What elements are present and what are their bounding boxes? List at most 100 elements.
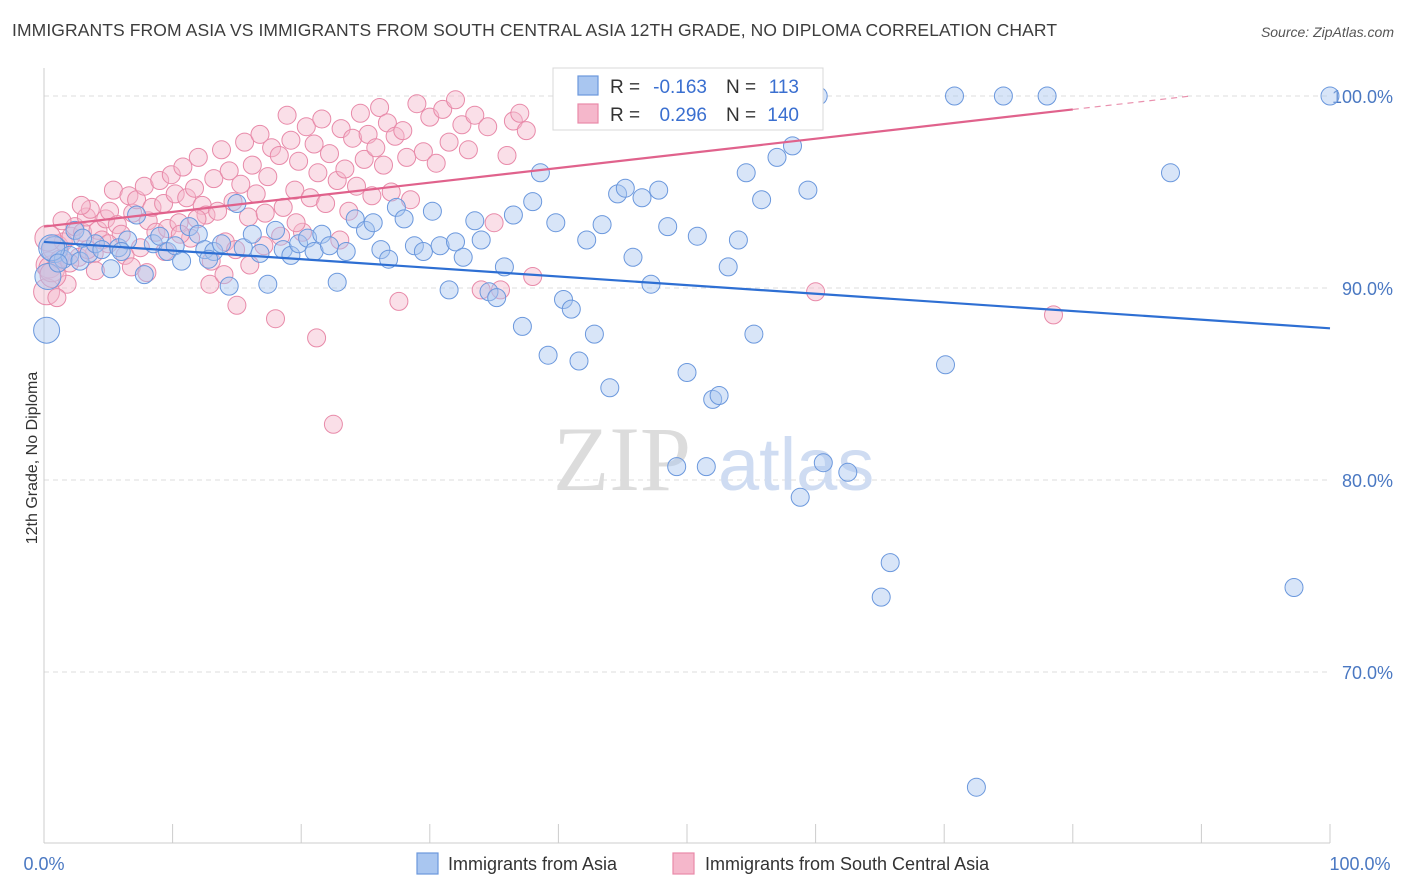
asia-point-49 bbox=[422, 201, 442, 221]
legend-swatch-south-central-asia bbox=[672, 852, 695, 875]
south-central-asia-point-54 bbox=[242, 155, 262, 175]
south-central-asia-point-97 bbox=[413, 142, 433, 162]
south-central-asia-point-48 bbox=[219, 161, 239, 181]
asia-point-8 bbox=[92, 240, 112, 260]
asia-point-97 bbox=[871, 587, 891, 607]
asia-point-92 bbox=[790, 487, 810, 507]
asia-point-84 bbox=[709, 386, 729, 405]
asia-point-109 bbox=[65, 220, 85, 240]
south-central-asia-point-50 bbox=[227, 295, 247, 315]
asia-point-15 bbox=[150, 226, 170, 246]
asia-point-28 bbox=[250, 243, 270, 263]
asia-point-81 bbox=[687, 226, 707, 246]
asia-point-55 bbox=[471, 230, 491, 250]
asia-point-104 bbox=[1161, 163, 1180, 183]
asia-point-47 bbox=[404, 236, 424, 256]
south-central-asia-point-56 bbox=[250, 124, 270, 144]
asia-point-105 bbox=[1284, 578, 1304, 597]
asia-point-52 bbox=[446, 232, 465, 252]
stats-r-value-2: 0.296 bbox=[659, 105, 707, 126]
asia-point-18 bbox=[172, 251, 192, 271]
asia-point-41 bbox=[356, 220, 375, 240]
asia-point-93 bbox=[798, 180, 818, 200]
south-central-asia-point-37 bbox=[177, 188, 197, 208]
south-central-asia-point-40 bbox=[188, 147, 208, 167]
asia-point-38 bbox=[327, 272, 347, 292]
asia-point-45 bbox=[386, 197, 406, 217]
asia-point-80 bbox=[677, 363, 697, 382]
south-central-asia-point-67 bbox=[293, 222, 312, 242]
south-central-asia-point-122 bbox=[71, 195, 91, 215]
asia-point-100 bbox=[945, 86, 964, 106]
south-central-asia-point-76 bbox=[327, 171, 347, 190]
south-central-asia-point-137 bbox=[286, 213, 306, 233]
chart-source: Source: ZipAtlas.com bbox=[1260, 24, 1394, 40]
watermark-atlas: atlas bbox=[718, 423, 874, 506]
south-central-asia-point-73 bbox=[316, 194, 336, 213]
stats-r-value-1: -0.163 bbox=[653, 77, 707, 98]
south-central-asia-point-61 bbox=[269, 146, 289, 165]
south-central-asia-point-52 bbox=[235, 132, 255, 152]
x-tick-label-max: 100.0% bbox=[1329, 854, 1390, 874]
watermark: ZIP atlas bbox=[553, 408, 874, 510]
asia-point-24 bbox=[219, 276, 239, 296]
south-central-asia-point-78 bbox=[335, 159, 355, 179]
south-central-asia-point-104 bbox=[458, 140, 478, 160]
south-central-asia-point-36 bbox=[173, 157, 193, 177]
south-central-asia-point-74 bbox=[320, 144, 339, 164]
south-central-asia-point-113 bbox=[516, 121, 536, 141]
trend-line-south-central-asia bbox=[43, 108, 1073, 228]
asia-point-43 bbox=[371, 240, 391, 260]
asia-point-33 bbox=[289, 234, 309, 254]
asia-point-59 bbox=[503, 205, 523, 225]
asia-point-53 bbox=[453, 247, 473, 267]
asia-point-88 bbox=[744, 324, 764, 344]
south-central-asia-point-29 bbox=[146, 222, 166, 242]
south-central-asia-point-112 bbox=[510, 103, 530, 123]
asia-point-71 bbox=[600, 378, 620, 398]
south-central-asia-point-0 bbox=[33, 278, 61, 306]
stats-n-label-2: N = bbox=[726, 105, 756, 126]
asia-point-110 bbox=[73, 228, 93, 248]
asia-point-3 bbox=[53, 249, 73, 269]
asia-point-99 bbox=[936, 355, 955, 375]
south-central-asia-point-96 bbox=[407, 94, 427, 114]
stats-n-value-1: 113 bbox=[769, 77, 799, 98]
south-central-asia-point-43 bbox=[200, 274, 220, 294]
asia-point-87 bbox=[736, 163, 756, 183]
south-central-asia-point-85 bbox=[362, 186, 382, 206]
trend-lines bbox=[43, 95, 1331, 330]
south-central-asia-point-135 bbox=[255, 203, 275, 223]
south-central-asia-point-10 bbox=[73, 222, 93, 242]
south-central-asia-point-39 bbox=[185, 178, 204, 198]
stats-n-label-1: N = bbox=[726, 77, 756, 98]
south-central-asia-point-92 bbox=[389, 291, 409, 311]
stats-r-label-2: R = bbox=[610, 105, 640, 126]
asia-point-60 bbox=[512, 316, 532, 336]
asia-point-96 bbox=[838, 462, 858, 482]
south-central-asia-point-51 bbox=[231, 174, 251, 194]
legend-swatch-asia bbox=[416, 852, 439, 875]
south-central-asia-point-42 bbox=[196, 205, 216, 225]
south-central-asia-point-59 bbox=[262, 138, 282, 158]
south-central-asia-point-58 bbox=[258, 167, 278, 187]
south-central-asia-point-105 bbox=[465, 105, 485, 125]
asia-point-42 bbox=[363, 213, 383, 233]
south-central-asia-point-64 bbox=[281, 130, 301, 150]
asia-point-82 bbox=[696, 457, 716, 477]
watermark-zip: ZIP bbox=[553, 408, 691, 510]
asia-point-86 bbox=[728, 230, 748, 250]
south-central-asia-point-46 bbox=[212, 140, 231, 160]
south-central-asia-point-70 bbox=[304, 134, 324, 154]
south-central-asia-point-99 bbox=[426, 153, 446, 173]
south-central-asia-point-114 bbox=[523, 267, 543, 286]
asia-point-65 bbox=[554, 290, 573, 309]
asia-point-75 bbox=[632, 188, 652, 208]
south-central-asia-point-79 bbox=[339, 201, 359, 221]
asia-point-46 bbox=[394, 209, 414, 229]
south-central-asia-point-45 bbox=[208, 201, 228, 221]
asia-point-4 bbox=[60, 245, 80, 265]
stats-r-label-1: R = bbox=[610, 77, 640, 98]
asia-point-95 bbox=[813, 453, 833, 473]
south-central-asia-point-87 bbox=[370, 98, 390, 117]
